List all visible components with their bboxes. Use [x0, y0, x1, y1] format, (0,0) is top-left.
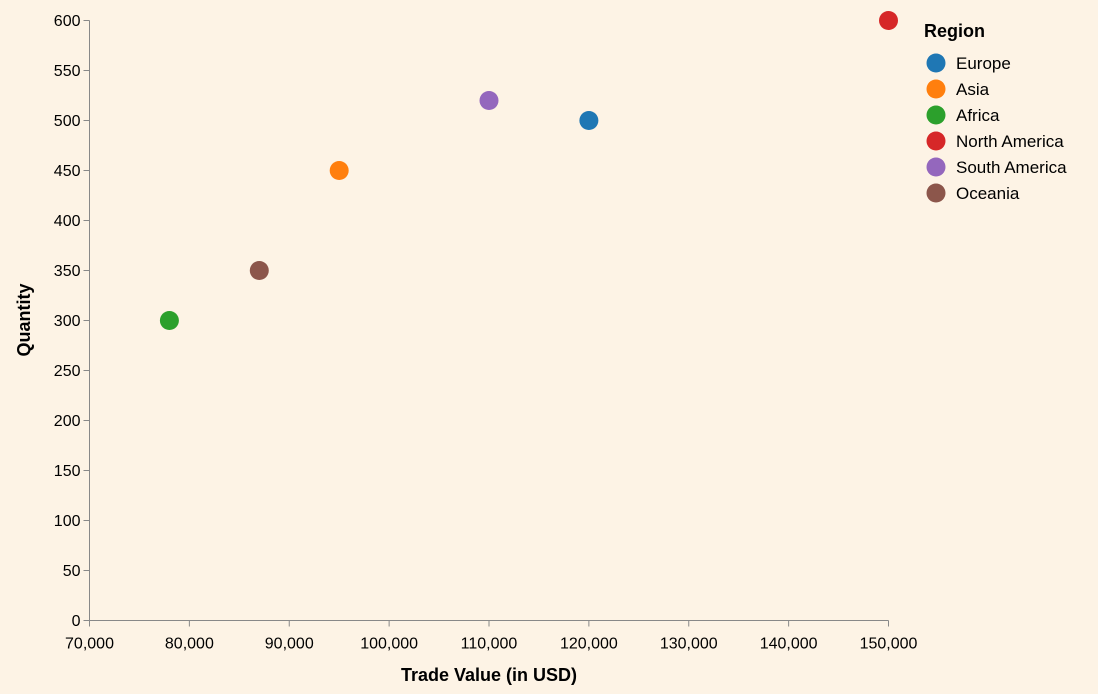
y-tick-label: 450 — [54, 163, 81, 180]
x-tick-label: 140,000 — [760, 636, 818, 653]
data-point — [879, 11, 898, 30]
y-tick-label: 100 — [54, 513, 81, 530]
legend-label: Asia — [956, 80, 990, 99]
x-tick-label: 110,000 — [461, 636, 518, 653]
x-tick-label: 70,000 — [65, 636, 114, 653]
legend-title: Region — [924, 21, 985, 41]
data-point — [579, 111, 599, 130]
y-axis-title: Quantity — [14, 283, 34, 356]
legend-label: South America — [956, 158, 1067, 177]
legend-label: Africa — [956, 106, 1000, 125]
y-tick-label: 300 — [54, 313, 81, 330]
data-points — [159, 11, 898, 330]
legend-label: North America — [956, 132, 1064, 151]
y-tick-label: 50 — [63, 563, 81, 580]
y-tick-label: 150 — [54, 463, 81, 480]
legend-swatch — [926, 131, 946, 151]
legend-swatch — [926, 105, 946, 125]
x-tick-label: 100,000 — [360, 636, 418, 653]
y-tick-label: 0 — [72, 613, 81, 630]
y-tick-label: 250 — [54, 363, 81, 380]
data-point — [159, 311, 179, 330]
x-tick-label: 80,000 — [165, 636, 214, 653]
legend-swatch — [926, 79, 946, 99]
x-axis: 70,000 80,000 90,000 100,000 110,000 120,000 1… — [65, 620, 918, 653]
legend-swatch — [926, 53, 946, 73]
legend-label: Oceania — [956, 184, 1020, 203]
x-tick-label: 130,000 — [660, 636, 718, 653]
y-axis: 0 50 100 150 200 250 300 350 400 450 500 550 600 — [54, 13, 90, 630]
data-point — [249, 261, 269, 280]
x-tick-label: 150,000 — [860, 636, 918, 653]
legend: Region Europe Asia Africa North America Sout… — [924, 21, 1067, 203]
y-tick-label: 400 — [54, 213, 81, 230]
legend-swatch — [926, 183, 946, 203]
y-tick-label: 550 — [54, 63, 81, 80]
x-tick-label: 120,000 — [560, 636, 618, 653]
y-tick-label: 350 — [54, 263, 81, 280]
legend-swatch — [926, 157, 946, 177]
x-tick-label: 90,000 — [265, 636, 314, 653]
y-tick-label: 200 — [54, 413, 81, 430]
y-tick-label: 500 — [54, 113, 81, 130]
y-tick-label: 600 — [54, 13, 81, 30]
legend-label: Europe — [956, 54, 1011, 73]
data-point — [329, 161, 349, 180]
x-axis-title: Trade Value (in USD) — [401, 665, 577, 685]
data-point — [479, 91, 499, 110]
